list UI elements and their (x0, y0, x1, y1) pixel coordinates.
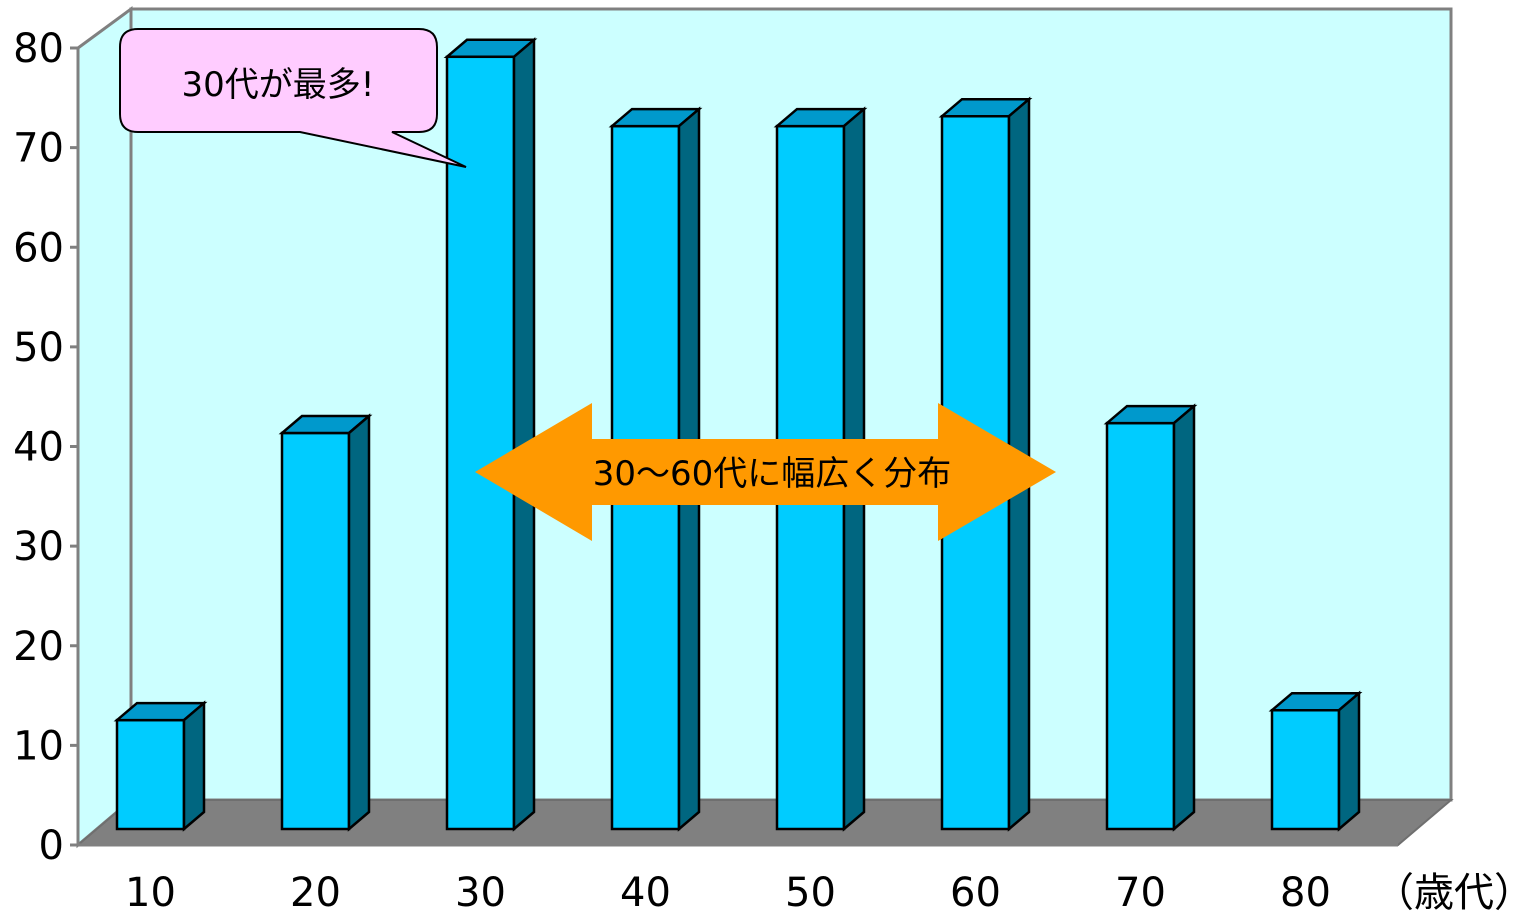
y-tick-label: 50 (13, 325, 64, 371)
x-tick-label: 20 (290, 870, 341, 916)
x-tick-label: 80 (1280, 870, 1331, 916)
bar-side (1337, 690, 1361, 832)
bar-side (1172, 403, 1196, 832)
y-tick-label: 30 (13, 524, 64, 570)
bar (113, 700, 208, 832)
x-tick-label: 40 (620, 870, 671, 916)
bar-front (280, 431, 351, 831)
y-tick-label: 10 (13, 723, 64, 769)
x-tick-label: 60 (950, 870, 1001, 916)
x-tick-label: 70 (1115, 870, 1166, 916)
bar (278, 413, 373, 832)
bar-side (512, 37, 536, 832)
x-axis-unit-label: （歳代） (1374, 870, 1528, 916)
range-arrow: 30〜60代に幅広く分布 (475, 403, 1056, 541)
y-tick-label: 20 (13, 624, 64, 670)
bar (443, 37, 538, 832)
bar (1268, 690, 1363, 832)
bar-side (347, 413, 371, 832)
x-tick-label: 50 (785, 870, 836, 916)
bar-front (445, 55, 516, 831)
y-axis-ticks: 0 10 20 30 40 50 60 70 80 (13, 26, 78, 869)
y-tick-label: 70 (13, 126, 64, 172)
callout-text: 30代が最多! (182, 65, 375, 105)
bar-front (1270, 708, 1341, 831)
y-tick-label: 80 (13, 26, 64, 72)
bar (1103, 403, 1198, 832)
bar-front (115, 718, 186, 831)
x-tick-label: 10 (125, 870, 176, 916)
x-axis-ticks: 10 20 30 40 50 60 70 80 (125, 837, 1331, 916)
bar-side (182, 700, 206, 832)
range-arrow-text: 30〜60代に幅広く分布 (593, 454, 952, 494)
x-tick-label: 30 (455, 870, 506, 916)
y-tick-label: 0 (39, 823, 64, 869)
bar-front (1105, 421, 1176, 831)
callout-bubble: 30代が最多! (119, 28, 467, 168)
y-tick-label: 60 (13, 225, 64, 271)
y-tick-label: 40 (13, 425, 64, 471)
